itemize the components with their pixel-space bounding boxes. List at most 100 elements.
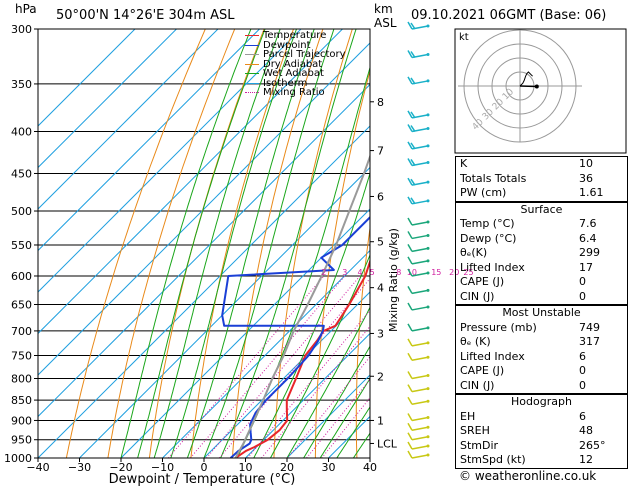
wind-barb — [411, 234, 429, 240]
x-tick-label: 30 — [322, 461, 336, 474]
wind-barb — [411, 454, 429, 459]
legend-swatch — [245, 92, 259, 94]
legend-swatch — [245, 63, 259, 65]
wind-barb-flag — [407, 432, 413, 441]
wind-barb-dot — [426, 425, 430, 429]
wind-barb-dot — [426, 373, 430, 377]
wind-barb-flag — [407, 413, 413, 421]
y-tick-label: 750 — [11, 349, 32, 362]
mixing-ratio-label: 20 — [449, 268, 459, 277]
dry-adiabat — [107, 29, 236, 458]
wind-barb-flag — [407, 256, 413, 265]
wind-barb-flag — [410, 22, 416, 30]
dry-adiabat — [396, 29, 441, 458]
mixing-ratio-line — [306, 378, 370, 458]
dry-adiabat — [231, 29, 324, 458]
wind-barb-flag — [407, 396, 413, 405]
wind-barb-flag — [410, 197, 416, 205]
wet-adiabat — [220, 29, 357, 458]
surface-row: CIN (J) 0 — [460, 289, 586, 303]
most-unstable-block: Most Unstable Pressure (mb) 749 θₑ (K) 317… — [456, 304, 627, 393]
mixing-ratio-label: 10 — [407, 268, 417, 277]
wet-adiabat — [203, 29, 335, 458]
hpa-label: hPa — [15, 2, 37, 16]
dry-adiabat — [148, 29, 265, 458]
wind-barb-flag — [410, 77, 416, 85]
km-tick-label: 8 — [377, 96, 384, 109]
legend-item: Temperature — [245, 31, 346, 41]
surface-row: Temp (°C) 7.6 — [460, 217, 597, 230]
mu-row: CIN (J) 0 — [460, 378, 586, 392]
wind-barb-flag — [407, 177, 413, 186]
wind-barb-dot — [426, 79, 430, 83]
station-location: 50°00'N 14°26'E 304m ASL — [56, 8, 235, 23]
legend-item: Dewpoint — [245, 40, 346, 51]
hodograph-unit: kt — [459, 32, 469, 43]
series-parcel-trajectory — [234, 153, 370, 458]
series-temperature — [234, 258, 370, 458]
wet-adiabat — [253, 171, 370, 458]
isotherm — [38, 29, 302, 293]
x-tick-label: −40 — [26, 461, 49, 474]
hodo-row: EH 6 — [460, 409, 586, 423]
x-tick-label: 20 — [280, 461, 294, 474]
wind-barb-flag — [407, 338, 413, 347]
km-tick-label: 7 — [377, 145, 384, 158]
mixing-ratio-line — [190, 275, 346, 458]
wind-barb — [411, 289, 429, 295]
y-tick-label: 900 — [11, 414, 32, 427]
legend-item: Mixing Ratio — [245, 88, 346, 98]
legend-swatch — [245, 73, 259, 75]
mixing-ratio-label: 3 — [342, 268, 347, 277]
legend-item: Dry Adiabat — [245, 59, 346, 70]
y-tick-label: 350 — [11, 78, 32, 91]
wet-adiabat — [170, 29, 297, 458]
wind-barb-flag — [407, 21, 413, 30]
wind-barb-flag — [407, 285, 413, 294]
wind-barb-flag — [407, 244, 413, 252]
y-tick-label: 950 — [11, 434, 32, 447]
wet-adiabat — [137, 29, 266, 458]
km-tick-label: 5 — [377, 236, 384, 249]
indices-table: K 10 Totals Totals 36 PW (cm) 1.61 Surface … — [455, 156, 628, 469]
hodo-trace — [519, 71, 533, 87]
km-tick-label: 2 — [377, 370, 384, 383]
hodo-storm-motion — [519, 85, 537, 88]
mixing-ratio-axis-label: Mixing Ratio (g/kg) — [387, 228, 400, 332]
surface-row: CAPE (J) 0 — [460, 275, 586, 288]
wind-barb-dot — [426, 160, 430, 164]
wind-barb-flag — [407, 323, 413, 332]
isotherm — [162, 249, 370, 458]
legend-swatch — [245, 35, 259, 37]
wind-barb — [411, 247, 429, 253]
wet-adiabat — [120, 29, 252, 458]
wind-barb-dot — [426, 127, 430, 131]
wind-barb-dot — [426, 53, 430, 57]
wind-barb-flag — [407, 268, 413, 277]
mu-row: CAPE (J) 0 — [460, 364, 586, 377]
wind-barb-flag — [407, 371, 413, 379]
x-tick-label: 0 — [201, 461, 208, 474]
surface-row: Dewp (°C) 6.4 — [460, 231, 597, 245]
wind-barb-dot — [426, 246, 430, 250]
wind-barb-dot — [426, 220, 430, 224]
hodo-row: SREH 48 — [460, 424, 593, 437]
index-row: Totals Totals 36 — [460, 171, 593, 185]
km-tick-label: 6 — [377, 190, 384, 203]
wet-adiabat — [336, 406, 370, 458]
x-tick-label: −20 — [109, 461, 132, 474]
asl-label: ASL — [374, 16, 397, 30]
y-tick-label: 650 — [11, 299, 32, 312]
index-row: K 10 — [460, 157, 593, 170]
wind-barb-flag — [410, 159, 416, 166]
km-label: km — [374, 2, 393, 16]
wind-barb — [411, 416, 429, 422]
wind-barb — [411, 221, 429, 226]
isotherm — [38, 125, 370, 458]
legend-item: Wet Adiabat — [245, 69, 346, 79]
wind-barb — [411, 342, 429, 347]
isotherm — [203, 291, 370, 458]
mixing-ratio-line — [261, 325, 370, 458]
credit[interactable]: © weatheronline.co.uk — [459, 469, 597, 483]
